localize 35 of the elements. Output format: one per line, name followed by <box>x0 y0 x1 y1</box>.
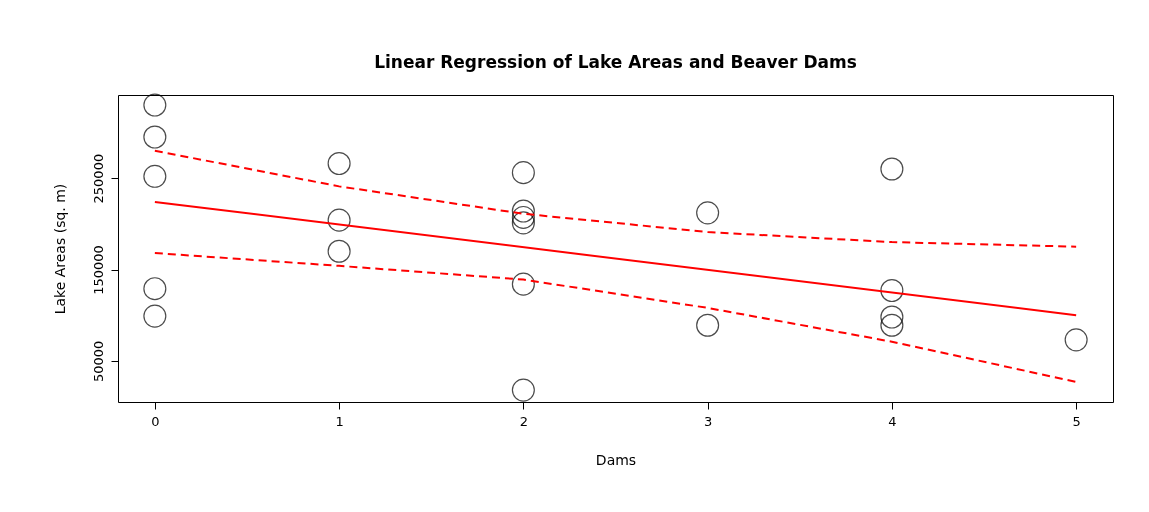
y-axis-title: Lake Areas (sq. m) <box>51 183 68 315</box>
point <box>696 201 720 225</box>
point <box>880 305 904 329</box>
point <box>1064 328 1088 352</box>
x-tick-label: 3 <box>703 413 713 429</box>
x-tick-label: 2 <box>519 413 529 429</box>
point <box>327 239 351 263</box>
x-tick-label: 1 <box>335 413 344 429</box>
line-series <box>153 149 1078 248</box>
point <box>511 378 535 402</box>
line-series <box>153 252 1078 383</box>
point <box>511 272 535 296</box>
point <box>880 279 904 303</box>
x-tick-label: 4 <box>888 413 897 429</box>
point <box>327 208 351 232</box>
point <box>511 161 535 185</box>
y-tick-label: 50000 <box>90 340 106 383</box>
y-tick-label: 150000 <box>90 245 106 295</box>
point <box>696 313 720 337</box>
point <box>511 199 535 223</box>
point <box>511 205 535 229</box>
point <box>880 313 904 337</box>
x-axis-title: Dams <box>595 451 637 468</box>
point <box>143 277 167 301</box>
y-tick-label: 250000 <box>90 153 106 204</box>
point <box>511 211 535 235</box>
point <box>143 125 167 149</box>
point <box>327 151 351 176</box>
x-tick-label: 0 <box>151 413 160 429</box>
chart-title: Linear Regression of Lake Areas and Beaver Dams <box>374 51 857 72</box>
point <box>143 93 167 117</box>
point <box>880 157 904 181</box>
point <box>143 304 167 328</box>
x-tick-label: 5 <box>1072 413 1081 429</box>
point <box>143 164 167 188</box>
